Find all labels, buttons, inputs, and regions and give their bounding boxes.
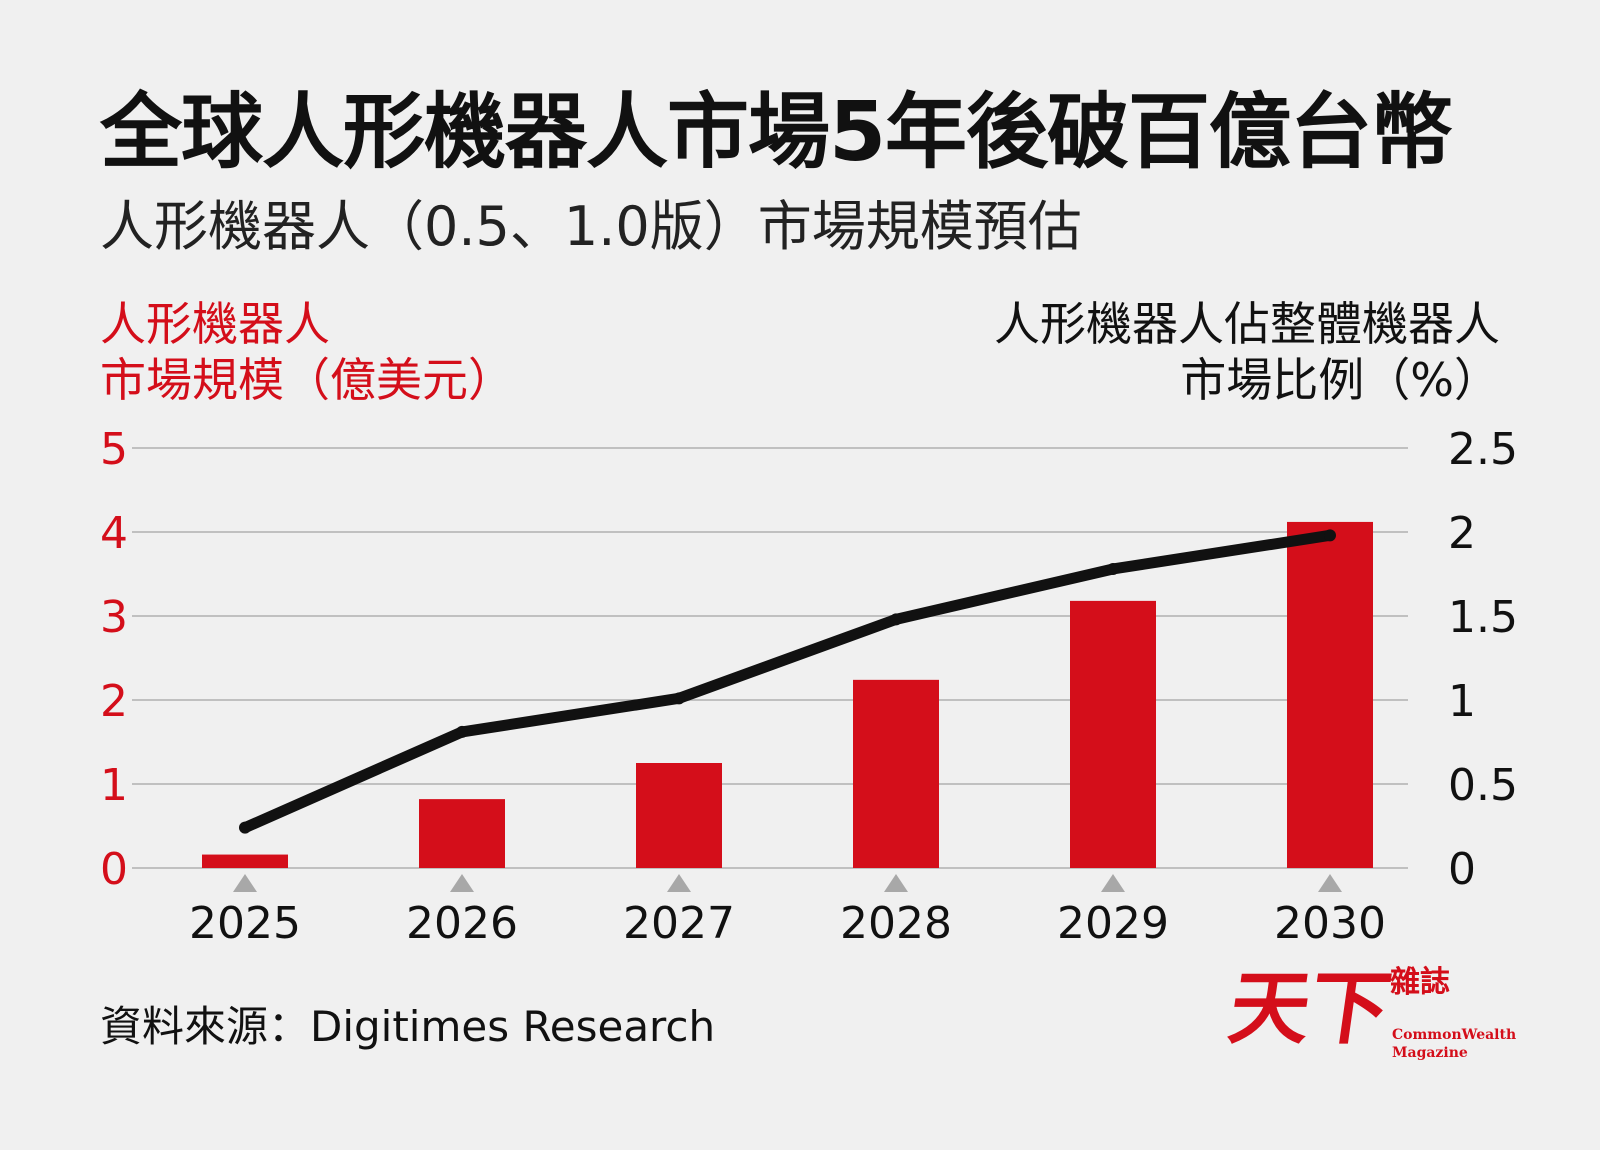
- left-tick-label: 2: [100, 676, 128, 727]
- right-tick-label: 1: [1448, 676, 1476, 727]
- left-tick-label: 5: [100, 424, 128, 475]
- logo-main-text: 天下: [1223, 961, 1397, 1055]
- share-point: [890, 613, 902, 626]
- right-tick-label: 0: [1448, 844, 1476, 895]
- left-tick-label: 0: [100, 844, 128, 895]
- share-point: [1324, 529, 1336, 542]
- left-tick-label: 3: [100, 592, 128, 643]
- year-marker: [1318, 874, 1342, 892]
- bar: [419, 799, 505, 868]
- bar: [636, 763, 722, 868]
- bar: [1070, 600, 1156, 868]
- right-tick-label: 2.5: [1448, 424, 1518, 475]
- bar: [1287, 521, 1373, 868]
- right-tick-label: 1.5: [1448, 592, 1518, 643]
- left-axis-label-line2: 市場規模（億美元）: [100, 353, 514, 407]
- right-tick-label: 2: [1448, 508, 1476, 559]
- right-tick-label: 0.5: [1448, 760, 1518, 811]
- right-axis-label-line1: 人形機器人佔整體機器人: [994, 297, 1500, 351]
- year-marker: [667, 874, 691, 892]
- x-tick-label: 2029: [1057, 898, 1169, 949]
- share-point: [456, 725, 468, 738]
- logo-en-line1: CommonWealth: [1392, 1027, 1517, 1043]
- left-tick-label: 4: [100, 508, 128, 559]
- share-point: [239, 821, 251, 834]
- x-tick-label: 2025: [189, 898, 301, 949]
- logo-sub-text: 雜誌: [1390, 965, 1450, 1000]
- year-marker: [1101, 874, 1125, 892]
- right-axis-label: 人形機器人佔整體機器人 市場比例（%）: [994, 296, 1500, 408]
- year-marker: [450, 874, 474, 892]
- left-axis-label: 人形機器人 市場規模（億美元）: [100, 296, 514, 408]
- publisher-logo: 天下 雜誌 CommonWealth Magazine: [1223, 961, 1516, 1068]
- share-point: [1107, 562, 1119, 575]
- bar: [853, 679, 939, 868]
- right-axis-label-line2: 市場比例（%）: [1180, 353, 1500, 407]
- x-tick-label: 2026: [406, 898, 518, 949]
- x-tick-label: 2030: [1274, 898, 1386, 949]
- x-tick-label: 2028: [840, 898, 952, 949]
- left-tick-label: 1: [100, 760, 128, 811]
- chart-subtitle: 人形機器人（0.5、1.0版）市場規模預估: [100, 195, 1082, 258]
- share-line: [239, 529, 1336, 834]
- share-point: [673, 692, 685, 705]
- bar: [202, 854, 288, 868]
- year-marker: [884, 874, 908, 892]
- source-note: 資料來源：Digitimes Research: [100, 1002, 716, 1051]
- logo-en-line2: Magazine: [1392, 1045, 1468, 1061]
- left-axis-label-line1: 人形機器人: [100, 297, 330, 351]
- x-tick-label: 2027: [623, 898, 735, 949]
- chart-title: 全球人形機器人市場5年後破百億台幣: [100, 85, 1453, 180]
- year-marker: [233, 874, 257, 892]
